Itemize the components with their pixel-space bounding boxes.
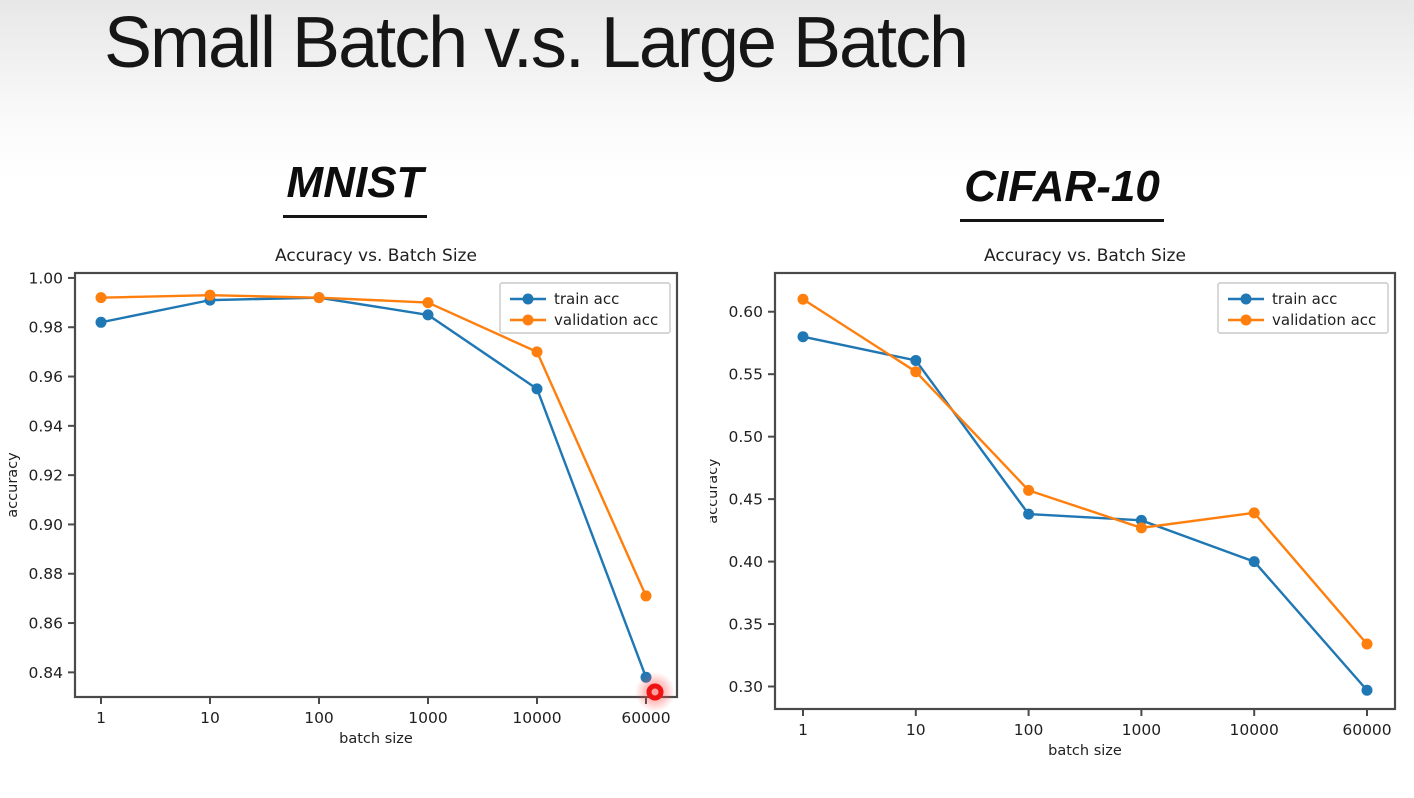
y-tick-label: 0.35 bbox=[728, 616, 763, 634]
legend-label: train acc bbox=[554, 290, 619, 308]
data-point bbox=[1248, 556, 1260, 568]
y-tick-label: 0.45 bbox=[728, 491, 763, 509]
series-validation-acc bbox=[95, 289, 652, 602]
cifar10-heading-wrap: CIFAR-10 bbox=[710, 162, 1414, 222]
chart-title: Accuracy vs. Batch Size bbox=[275, 246, 477, 266]
x-axis-label: batch size bbox=[339, 731, 413, 747]
x-tick-label: 1 bbox=[798, 721, 808, 739]
x-tick-label: 60000 bbox=[621, 709, 670, 727]
axes: 0.30 0.35 0.40 0.45 0.50 0.55 0.60 1 10 100 1000 10… bbox=[728, 303, 1391, 739]
data-point bbox=[1023, 484, 1035, 496]
data-point bbox=[1361, 638, 1373, 650]
y-axis-label: accuracy bbox=[710, 458, 721, 524]
series-line bbox=[802, 335, 1368, 692]
legend-sample-marker bbox=[522, 314, 534, 326]
data-point bbox=[640, 590, 652, 602]
x-tick-label: 1 bbox=[96, 709, 106, 727]
legend: train acc validation acc bbox=[499, 282, 671, 334]
data-point bbox=[1361, 684, 1373, 696]
data-point bbox=[422, 297, 434, 309]
legend-label: train acc bbox=[1272, 290, 1337, 308]
legend: train acc validation acc bbox=[1217, 282, 1389, 334]
slide-title: Small Batch v.s. Large Batch bbox=[104, 3, 969, 83]
series-train-acc bbox=[797, 331, 1373, 696]
data-point bbox=[531, 346, 543, 358]
y-tick-label: 0.90 bbox=[28, 516, 63, 534]
highlight-glow bbox=[635, 672, 675, 712]
data-point bbox=[422, 309, 434, 321]
data-point bbox=[1135, 522, 1147, 534]
y-tick-label: 0.55 bbox=[728, 366, 763, 384]
y-tick-label: 0.88 bbox=[28, 565, 63, 583]
data-point bbox=[910, 366, 922, 378]
highlight-ring-annotation bbox=[635, 672, 675, 712]
legend-sample-marker bbox=[522, 293, 534, 305]
data-point bbox=[797, 331, 809, 343]
mnist-accuracy-chart: Accuracy vs. Batch Size0.840.860.880.900… bbox=[5, 246, 679, 747]
data-point bbox=[1248, 507, 1260, 519]
axes: 0.84 0.86 0.88 0.90 0.92 0.94 0.96 0.98 1.00 1 10 1… bbox=[28, 269, 670, 727]
mnist-heading-wrap: MNIST bbox=[0, 158, 710, 218]
y-axis-label: accuracy bbox=[5, 452, 21, 518]
x-tick-label: 1000 bbox=[1122, 721, 1161, 739]
series-line bbox=[100, 296, 648, 678]
chart-title: Accuracy vs. Batch Size bbox=[984, 246, 1186, 266]
y-tick-label: 0.96 bbox=[28, 368, 63, 386]
highlight-ring-icon bbox=[646, 683, 664, 701]
cifar10-accuracy-chart: Accuracy vs. Batch Size0.300.350.400.450… bbox=[710, 246, 1397, 759]
cifar10-heading: CIFAR-10 bbox=[960, 162, 1164, 222]
data-point bbox=[910, 354, 922, 366]
data-point bbox=[95, 316, 107, 328]
y-tick-label: 1.00 bbox=[28, 269, 63, 287]
series-line bbox=[802, 298, 1368, 645]
y-tick-label: 0.84 bbox=[28, 664, 63, 682]
series-line bbox=[100, 293, 648, 597]
legend-sample-marker bbox=[1240, 293, 1252, 305]
data-point bbox=[313, 292, 325, 304]
legend-label: validation acc bbox=[1272, 311, 1376, 329]
data-point bbox=[1023, 508, 1035, 520]
plot-frame bbox=[773, 271, 1397, 711]
x-tick-label: 60000 bbox=[1342, 721, 1391, 739]
x-tick-label: 100 bbox=[1014, 721, 1044, 739]
data-point bbox=[797, 293, 809, 305]
x-tick-label: 10 bbox=[200, 709, 220, 727]
y-tick-label: 0.40 bbox=[728, 553, 763, 571]
x-tick-label: 10000 bbox=[512, 709, 561, 727]
y-tick-label: 0.50 bbox=[728, 428, 763, 446]
mnist-heading: MNIST bbox=[282, 158, 428, 218]
y-tick-label: 0.60 bbox=[728, 303, 763, 321]
y-tick-label: 0.86 bbox=[28, 615, 63, 633]
plot-frame bbox=[73, 271, 679, 699]
x-tick-label: 10000 bbox=[1230, 721, 1279, 739]
data-point bbox=[95, 292, 107, 304]
y-tick-label: 0.30 bbox=[728, 678, 763, 696]
legend-sample-marker bbox=[1240, 314, 1252, 326]
series-train-acc bbox=[95, 292, 652, 683]
x-axis-label: batch size bbox=[1048, 743, 1122, 759]
y-tick-label: 0.92 bbox=[28, 467, 63, 485]
data-point bbox=[204, 289, 216, 301]
legend-label: validation acc bbox=[554, 311, 658, 329]
y-tick-label: 0.98 bbox=[28, 319, 63, 337]
x-tick-label: 100 bbox=[304, 709, 334, 727]
y-tick-label: 0.94 bbox=[28, 417, 63, 435]
x-tick-label: 1000 bbox=[408, 709, 447, 727]
data-point bbox=[531, 383, 543, 395]
x-tick-label: 10 bbox=[906, 721, 926, 739]
series-validation-acc bbox=[797, 293, 1373, 650]
